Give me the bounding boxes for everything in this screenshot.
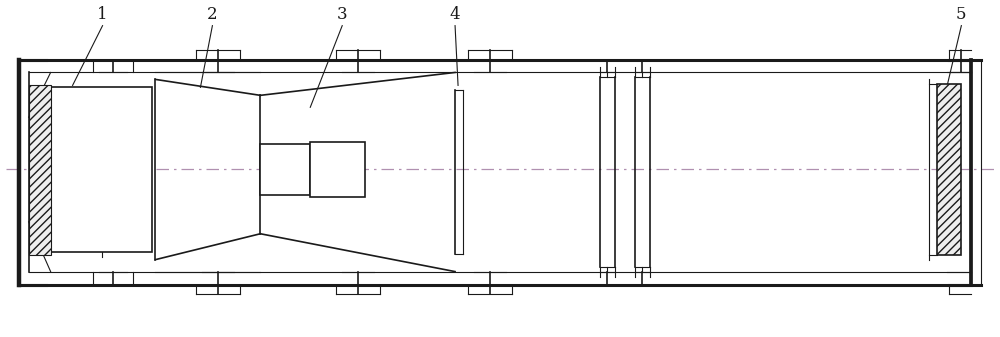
Text: 3: 3: [337, 6, 348, 23]
Text: 2: 2: [207, 6, 218, 23]
Bar: [51, 87, 152, 252]
Text: 4: 4: [450, 6, 460, 23]
Text: 1: 1: [97, 6, 108, 23]
Bar: [937, 84, 961, 255]
Bar: [260, 144, 310, 195]
Bar: [29, 85, 51, 255]
Text: 5: 5: [956, 6, 967, 23]
Bar: [310, 142, 365, 197]
